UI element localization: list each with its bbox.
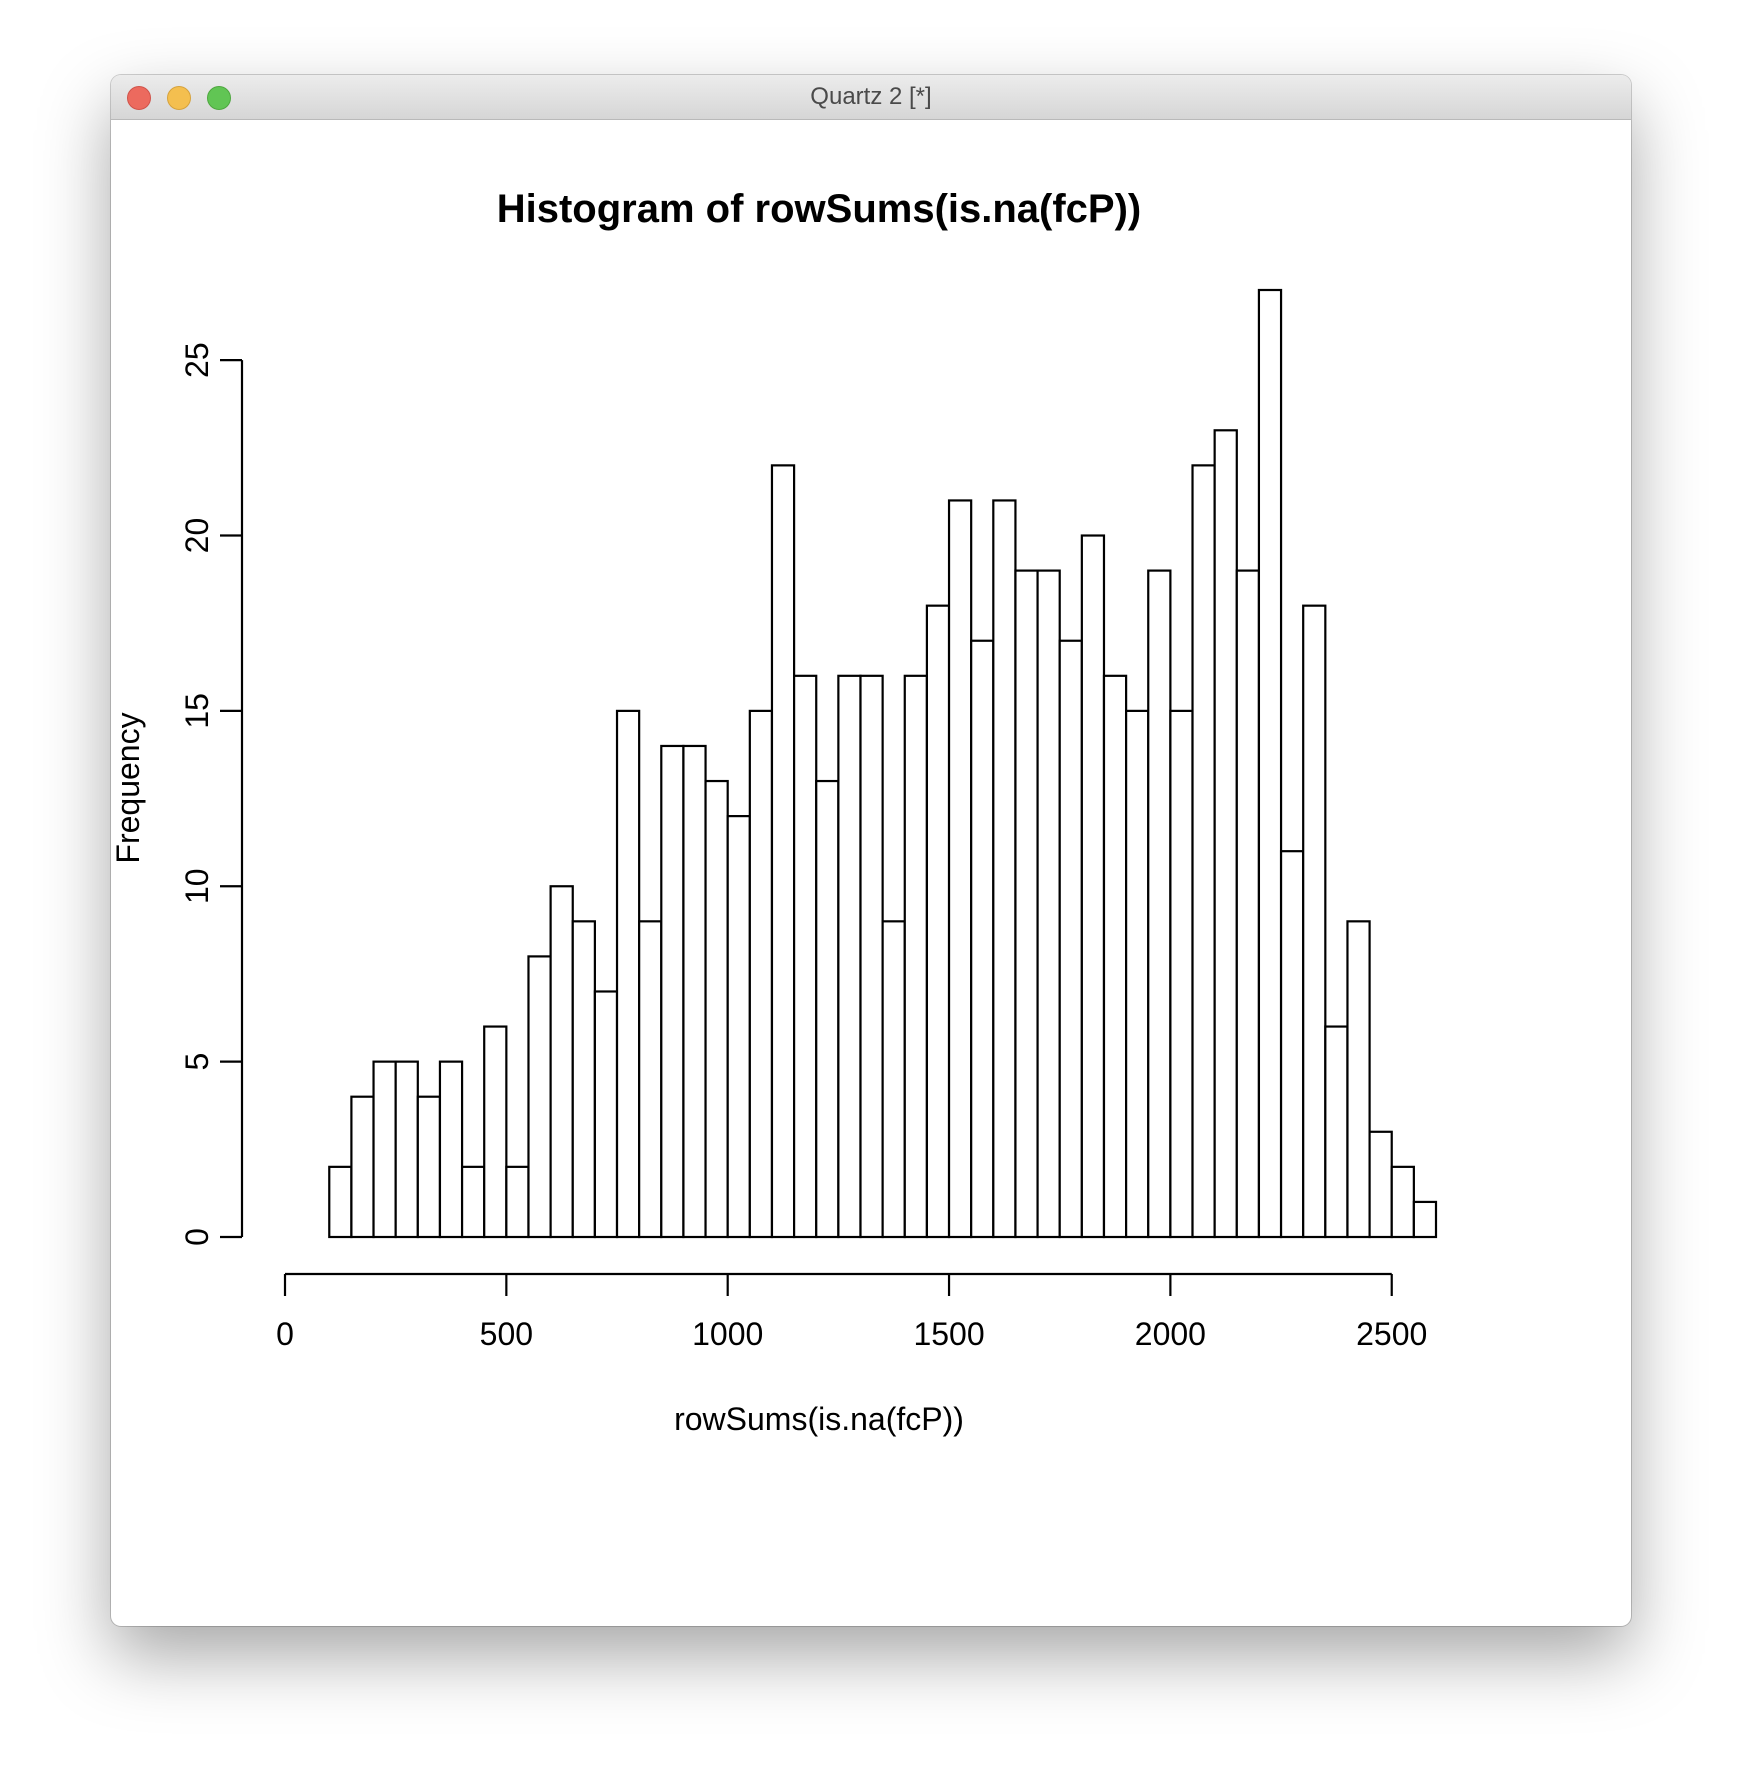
x-tick-label: 500	[480, 1316, 533, 1352]
histogram-bar	[1014, 569, 1039, 1239]
histogram-bar	[837, 674, 862, 1239]
histogram-bar	[1346, 920, 1371, 1239]
histogram-bar	[350, 1095, 375, 1239]
histogram-bar	[859, 674, 884, 1239]
histogram-bar	[1125, 709, 1150, 1239]
histogram-bar	[372, 1060, 397, 1239]
x-tick-label: 0	[276, 1316, 294, 1352]
histogram-bar	[549, 885, 574, 1239]
y-tick-label: 20	[179, 518, 215, 554]
histogram-bar	[1058, 639, 1083, 1239]
histogram-bar	[682, 744, 707, 1239]
histogram-bar	[1036, 569, 1061, 1239]
histogram-bar	[505, 1165, 530, 1239]
close-button[interactable]	[127, 86, 151, 110]
histogram-bar	[1147, 569, 1172, 1239]
histogram-bar	[1235, 569, 1261, 1239]
histogram-bar	[483, 1025, 508, 1239]
x-tick-label: 1000	[692, 1316, 763, 1352]
histogram-bar	[726, 815, 751, 1239]
histogram-bar	[1390, 1165, 1415, 1239]
x-tick-label: 2500	[1356, 1316, 1427, 1352]
window-title: Quartz 2 [*]	[810, 83, 932, 110]
histogram-bar	[660, 744, 685, 1239]
histogram-bar	[1213, 429, 1238, 1239]
y-tick-label: 15	[179, 693, 215, 729]
chart-title: Histogram of rowSums(is.na(fcP))	[497, 187, 1142, 231]
x-tick-label: 2000	[1135, 1316, 1206, 1352]
histogram-bar	[792, 674, 818, 1239]
histogram-bar	[1368, 1130, 1393, 1239]
histogram-bar	[638, 920, 663, 1239]
histogram-bar	[1102, 674, 1128, 1239]
histogram-bar	[770, 464, 796, 1239]
histogram-bar	[438, 1060, 464, 1239]
histogram-bar	[992, 499, 1017, 1239]
histogram-bar	[881, 920, 906, 1239]
y-tick-label: 25	[179, 342, 215, 378]
zoom-button[interactable]	[207, 86, 231, 110]
histogram-bar	[615, 709, 641, 1239]
histogram-bar	[1412, 1200, 1438, 1239]
histogram-bars	[328, 288, 1438, 1239]
histogram-bar	[1279, 850, 1305, 1239]
histogram-bar	[970, 639, 995, 1239]
histogram-bar	[593, 990, 619, 1239]
histogram-bar	[1257, 288, 1283, 1239]
y-axis-label: Frequency	[111, 712, 146, 863]
x-axis-label: rowSums(is.na(fcP))	[674, 1401, 964, 1437]
histogram-bar	[527, 955, 552, 1239]
histogram-bar	[1324, 1025, 1349, 1239]
histogram-bar	[1169, 709, 1194, 1239]
histogram-bar	[1191, 464, 1216, 1239]
histogram-bar	[394, 1060, 419, 1239]
histogram-bar	[704, 779, 729, 1239]
histogram-bar	[1080, 534, 1106, 1239]
histogram-bar	[947, 499, 973, 1239]
y-tick-label: 10	[179, 868, 215, 904]
histogram-bar	[903, 674, 929, 1239]
histogram-bar	[460, 1165, 486, 1239]
x-tick-label: 1500	[913, 1316, 984, 1352]
histogram-bar	[748, 709, 774, 1239]
title-bar[interactable]: Quartz 2 [*]	[111, 75, 1631, 120]
histogram-bar	[571, 920, 596, 1239]
y-axis: 0 5 10 15 20 25	[179, 342, 244, 1246]
histogram-bar	[925, 604, 951, 1239]
x-axis: 0 500 1000 1500 2000 2500	[276, 1272, 1427, 1352]
histogram-bar	[1302, 604, 1327, 1239]
minimize-button[interactable]	[167, 86, 191, 110]
y-tick-label: 5	[179, 1053, 215, 1071]
histogram-bar	[328, 1165, 353, 1239]
histogram-bar	[416, 1095, 442, 1239]
quartz-window: Quartz 2 [*] Histogram of rowSums(is.na(…	[111, 75, 1631, 1626]
y-tick-label: 0	[179, 1228, 215, 1246]
histogram-bar	[815, 779, 840, 1239]
histogram-plot: Histogram of rowSums(is.na(fcP)) rowSums…	[111, 187, 1438, 1437]
